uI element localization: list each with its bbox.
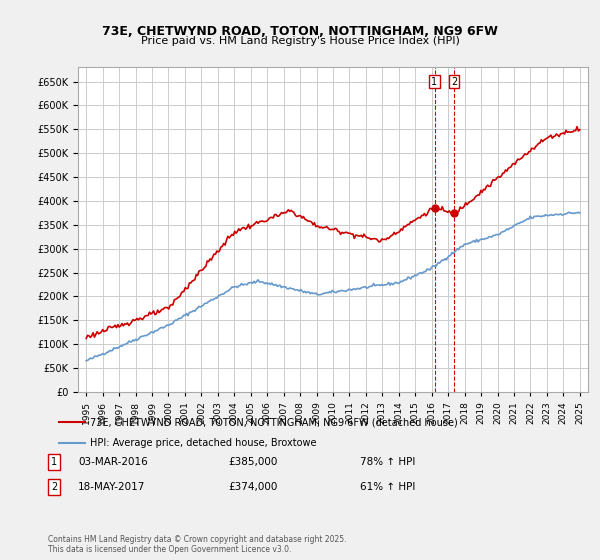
Text: £385,000: £385,000 — [228, 457, 277, 467]
Text: £374,000: £374,000 — [228, 482, 277, 492]
Text: 1: 1 — [431, 77, 437, 87]
Text: 2: 2 — [451, 77, 458, 87]
Text: 18-MAY-2017: 18-MAY-2017 — [78, 482, 145, 492]
Text: 73E, CHETWYND ROAD, TOTON, NOTTINGHAM, NG9 6FW (detached house): 73E, CHETWYND ROAD, TOTON, NOTTINGHAM, N… — [90, 417, 458, 427]
Text: 1: 1 — [51, 457, 57, 467]
Text: Price paid vs. HM Land Registry's House Price Index (HPI): Price paid vs. HM Land Registry's House … — [140, 36, 460, 46]
Text: 73E, CHETWYND ROAD, TOTON, NOTTINGHAM, NG9 6FW: 73E, CHETWYND ROAD, TOTON, NOTTINGHAM, N… — [102, 25, 498, 38]
Text: Contains HM Land Registry data © Crown copyright and database right 2025.
This d: Contains HM Land Registry data © Crown c… — [48, 535, 347, 554]
Text: HPI: Average price, detached house, Broxtowe: HPI: Average price, detached house, Brox… — [90, 438, 317, 448]
Text: 2: 2 — [51, 482, 57, 492]
Text: 78% ↑ HPI: 78% ↑ HPI — [360, 457, 415, 467]
Text: 03-MAR-2016: 03-MAR-2016 — [78, 457, 148, 467]
Text: 61% ↑ HPI: 61% ↑ HPI — [360, 482, 415, 492]
